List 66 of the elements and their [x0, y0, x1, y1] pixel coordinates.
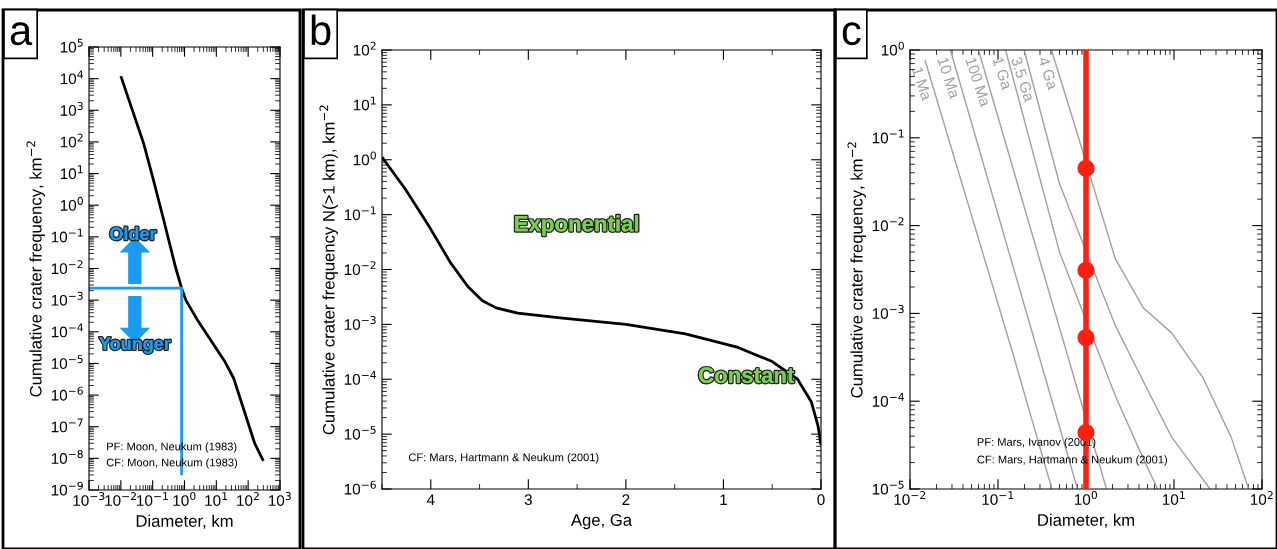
y-tick-label: 10$^{−1}$ [872, 129, 904, 144]
annotation: Constant [698, 367, 795, 384]
annotation: Older [110, 226, 157, 241]
y-tick-label: 10$^{−5}$ [344, 425, 376, 440]
x-tick-label: 2 [622, 494, 630, 505]
annotation: Exponential [515, 215, 639, 236]
chart-title: c [842, 22, 861, 46]
text: 4 Ga [1038, 56, 1059, 91]
y-tick-label: 10$^{1}$ [60, 165, 83, 180]
y-tick-label: 10$^{5}$ [60, 38, 83, 53]
text: 1 Ga [992, 56, 1013, 91]
y-tick-label: 10$^{2}$ [60, 133, 83, 148]
x-tick-label: 10$^{1}$ [1162, 491, 1185, 505]
chart-title: a [10, 22, 33, 46]
text: 3.5 Ga [1010, 56, 1036, 103]
y-tick-label: 10$^{−3}$ [51, 291, 83, 306]
x-tick-label: 1 [720, 494, 727, 505]
x-tick-label: 0 [817, 494, 825, 506]
x-tick-label: 10$^{2}$ [1250, 491, 1273, 505]
x-axis-title: Diameter, km [1038, 513, 1134, 528]
y-axis-title: Cumulative crater frequency N(>1 km), km$^{−2}$ [319, 105, 338, 435]
point [1077, 159, 1095, 177]
x-tick-label: 10$^{0}$ [173, 492, 196, 506]
chart-title: b [311, 14, 331, 46]
text: 10 Ma [937, 56, 961, 100]
y-tick-label: 10$^{−5}$ [51, 355, 83, 370]
y-axis-title: Cumulative crater frequency, km$^{−2}$ [847, 142, 866, 398]
y-tick-label: 10$^{0}$ [353, 151, 376, 166]
y-axis-title: Cumulative crater frequency, km$^{−2}$ [26, 141, 45, 397]
y-tick-label: 10$^{−2}$ [344, 261, 376, 276]
annotation: CF: Mars, Hartmann & Neukum (2001) [408, 453, 599, 464]
y-tick-label: 10$^{1}$ [353, 96, 376, 111]
point [1077, 261, 1095, 279]
x-tick-label: 10$^{−1}$ [137, 492, 168, 506]
y-tick-label: 10$^{−3}$ [872, 305, 904, 319]
y-tick-label: 10$^{−6}$ [51, 386, 83, 401]
x-tick-label: 10$^{1}$ [205, 492, 228, 506]
y-tick-label: 10$^{−4}$ [51, 323, 83, 338]
x-tick-label: 10$^{−2}$ [105, 492, 136, 506]
y-tick-label: 10$^{−4}$ [344, 371, 376, 385]
point [1077, 328, 1095, 347]
y-tick-label: 10$^{−4}$ [872, 392, 904, 407]
y-tick-label: 10$^{2}$ [353, 41, 376, 56]
y-tick-label: 10$^{−8}$ [51, 449, 83, 464]
x-axis-title: Diameter, km [136, 514, 233, 529]
y-tick-label: 10$^{−2}$ [872, 217, 904, 232]
x-tick-label: 10$^{3}$ [268, 492, 291, 506]
x-axis-title: Age, Ga [570, 514, 633, 530]
annotation: Younger [99, 337, 171, 354]
x-tick-label: 3 [524, 494, 532, 506]
y-tick-label: 10$^{−6}$ [344, 480, 376, 495]
y-tick-label: 10$^{3}$ [60, 101, 83, 116]
x-tick-label: 10$^{2}$ [237, 492, 259, 506]
y-tick-label: 10$^{0}$ [881, 41, 904, 56]
y-tick-label: 10$^{0}$ [60, 196, 83, 211]
x-tick-label: 10$^{0}$ [1074, 491, 1098, 505]
y-tick-label: 10$^{−1}$ [344, 206, 376, 221]
text: 1 Ma [911, 66, 933, 102]
y-tick-label: 10$^{−3}$ [344, 316, 376, 330]
y-tick-label: 10$^{−7}$ [51, 418, 83, 433]
y-tick-label: 10$^{−1}$ [51, 228, 83, 243]
text: 100 Ma [965, 56, 992, 108]
y-tick-label: 10$^{−2}$ [51, 260, 83, 275]
y-tick-label: 10$^{4}$ [60, 70, 84, 85]
x-tick-label: 10$^{−1}$ [982, 491, 1014, 505]
x-tick-label: 4 [426, 494, 435, 505]
